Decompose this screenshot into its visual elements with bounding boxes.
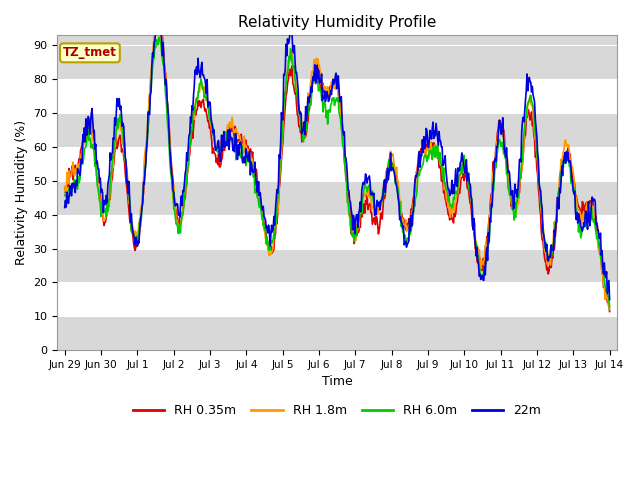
Bar [58, 147, 617, 181]
Title: Relativity Humidity Profile: Relativity Humidity Profile [238, 15, 436, 30]
Text: TZ_tmet: TZ_tmet [63, 47, 117, 60]
Bar [58, 79, 617, 113]
Bar [58, 215, 617, 249]
Bar [58, 282, 617, 316]
Legend: RH 0.35m, RH 1.8m, RH 6.0m, 22m: RH 0.35m, RH 1.8m, RH 6.0m, 22m [128, 399, 547, 422]
X-axis label: Time: Time [322, 375, 353, 388]
Y-axis label: Relativity Humidity (%): Relativity Humidity (%) [15, 120, 28, 265]
